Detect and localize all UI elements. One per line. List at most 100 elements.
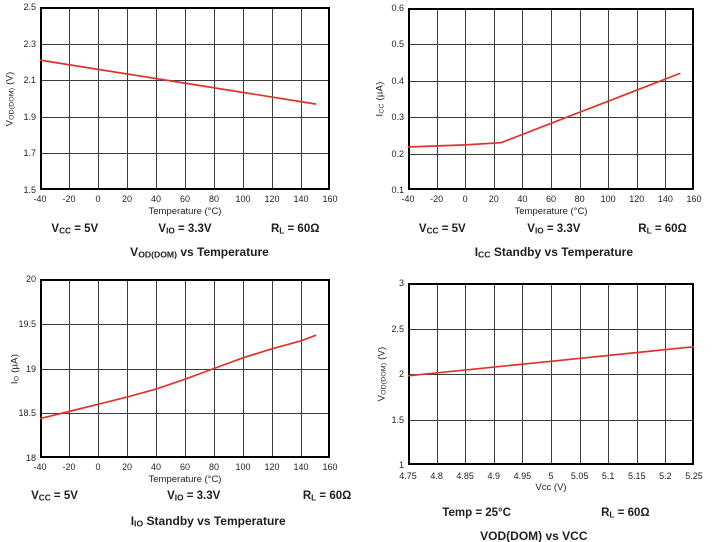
chart-title: VOD(DOM) vs Temperature xyxy=(130,245,269,259)
x-tick-label: 80 xyxy=(574,194,585,204)
x-tick-label: 5.2 xyxy=(659,471,672,481)
x-tick-label: 40 xyxy=(517,194,528,204)
x-tick-label: 4.85 xyxy=(456,471,474,481)
x-tick-label: 20 xyxy=(488,194,499,204)
subscript-text: CC xyxy=(426,226,439,236)
condition-label: VCC = 5V xyxy=(51,223,98,235)
x-tick-label: 120 xyxy=(264,462,280,472)
text-segment: vs Temperature xyxy=(177,245,269,259)
x-tick-label: 40 xyxy=(150,462,161,472)
chart-title: IIO Standby vs Temperature xyxy=(131,514,286,528)
x-tick-label: 5.25 xyxy=(685,471,703,481)
x-tick-label: 4.75 xyxy=(399,471,417,481)
x-tick-label: -40 xyxy=(33,194,47,204)
x-tick-label: 4.8 xyxy=(430,471,443,481)
subscript-text: CC xyxy=(478,249,491,260)
x-tick-label: 0 xyxy=(95,194,101,204)
x-tick-label: 160 xyxy=(322,194,338,204)
plot-area xyxy=(408,283,694,465)
text-segment: Standby vs Temperature xyxy=(490,245,634,259)
text-segment: I xyxy=(474,245,479,259)
x-axis-label: Temperature (°C) xyxy=(148,206,222,217)
plot-area xyxy=(408,8,694,190)
y-tick-label: 1.5 xyxy=(23,185,36,195)
y-tick-label: 0.1 xyxy=(391,185,404,195)
x-axis-label: Vcc (V) xyxy=(535,482,567,493)
text-segment: = 60Ω xyxy=(651,223,687,235)
x-tick-label: 80 xyxy=(208,194,219,204)
x-tick-label: 5 xyxy=(548,471,554,481)
x-tick-label: -20 xyxy=(62,462,76,472)
y-tick-label: 0.6 xyxy=(391,3,404,13)
x-tick-label: 120 xyxy=(264,194,280,204)
y-tick-label: 0.3 xyxy=(391,112,404,123)
text-segment: = 5V xyxy=(71,223,99,235)
subscript-text: L xyxy=(609,510,615,520)
x-tick-label: 120 xyxy=(629,194,645,204)
condition-label: VIO = 3.3V xyxy=(158,223,211,235)
y-tick-label: 2 xyxy=(398,369,404,379)
subscript-text: IO xyxy=(174,493,184,503)
x-tick-label: 80 xyxy=(208,462,219,472)
subscript-text: IO xyxy=(134,518,144,529)
subscript-text: IO xyxy=(534,226,544,236)
text-segment: = 5V xyxy=(438,223,466,235)
text-segment: = 60Ω xyxy=(614,507,650,519)
x-tick-label: 60 xyxy=(179,462,190,472)
x-tick-label: 60 xyxy=(179,194,190,204)
x-tick-label: -40 xyxy=(401,194,415,204)
series-line xyxy=(40,59,317,105)
x-tick-label: 160 xyxy=(686,194,702,204)
text-segment: V xyxy=(158,223,167,235)
chart-title: ICC Standby vs Temperature xyxy=(475,245,633,259)
x-axis-label: Temperature (°C) xyxy=(514,206,588,217)
subscript-text: OD(DOM) xyxy=(138,249,177,260)
x-axis-label: Temperature (°C) xyxy=(148,474,222,485)
plot-border xyxy=(408,283,694,465)
y-tick-label: 19.5 xyxy=(18,318,36,329)
text-segment: = 3.3V xyxy=(174,223,212,235)
text-segment: = 5V xyxy=(50,490,78,502)
x-tick-label: 100 xyxy=(600,194,616,204)
text-segment: V xyxy=(51,223,60,235)
y-tick-label: 2.5 xyxy=(391,323,404,334)
text-segment: V xyxy=(418,223,427,235)
y-tick-label: 0.2 xyxy=(391,148,404,159)
x-tick-label: -20 xyxy=(62,194,76,204)
x-tick-label: 4.9 xyxy=(487,471,501,481)
series-line xyxy=(40,334,317,420)
y-tick-label: 20 xyxy=(25,274,36,284)
text-segment: V xyxy=(376,394,388,402)
x-tick-label: 0 xyxy=(95,462,101,472)
condition-label: VCC = 5V xyxy=(419,223,466,235)
text-segment: R xyxy=(302,490,312,502)
chart-title: VOD(DOM) vs VCC xyxy=(480,529,587,542)
condition-label: VIO = 3.3V xyxy=(167,490,220,502)
x-tick-label: 160 xyxy=(322,462,338,472)
y-tick-label: 19 xyxy=(25,363,36,374)
series-line xyxy=(408,345,694,377)
chart-vod-dom-vs-vcc: VOD(DOM) (V) Vcc (V) Temp = 25°C RL = 60Ω… xyxy=(358,270,716,542)
plot-border xyxy=(408,8,694,190)
y-tick-label: 0.4 xyxy=(391,75,404,86)
y-tick-label: 1.7 xyxy=(23,148,36,159)
x-tick-label: 100 xyxy=(235,462,251,472)
condition-label: RL = 60Ω xyxy=(303,490,352,502)
text-segment: R xyxy=(270,223,280,235)
plot-border xyxy=(40,279,330,458)
x-tick-label: 0 xyxy=(462,194,468,204)
text-segment: V xyxy=(527,223,535,235)
text-segment: V xyxy=(31,490,39,502)
series-line xyxy=(408,72,681,148)
x-tick-label: 20 xyxy=(121,462,132,472)
x-tick-label: 20 xyxy=(121,194,132,204)
x-tick-label: -40 xyxy=(33,462,47,472)
condition-label: RL = 60Ω xyxy=(601,507,650,519)
condition-label: Temp = 25°C xyxy=(442,507,511,519)
text-segment: R xyxy=(638,223,647,235)
condition-label: RL = 60Ω xyxy=(638,223,687,235)
y-tick-label: 0.5 xyxy=(391,39,404,50)
text-segment: Standby vs Temperature xyxy=(143,514,286,528)
y-tick-label: 18 xyxy=(25,453,36,463)
